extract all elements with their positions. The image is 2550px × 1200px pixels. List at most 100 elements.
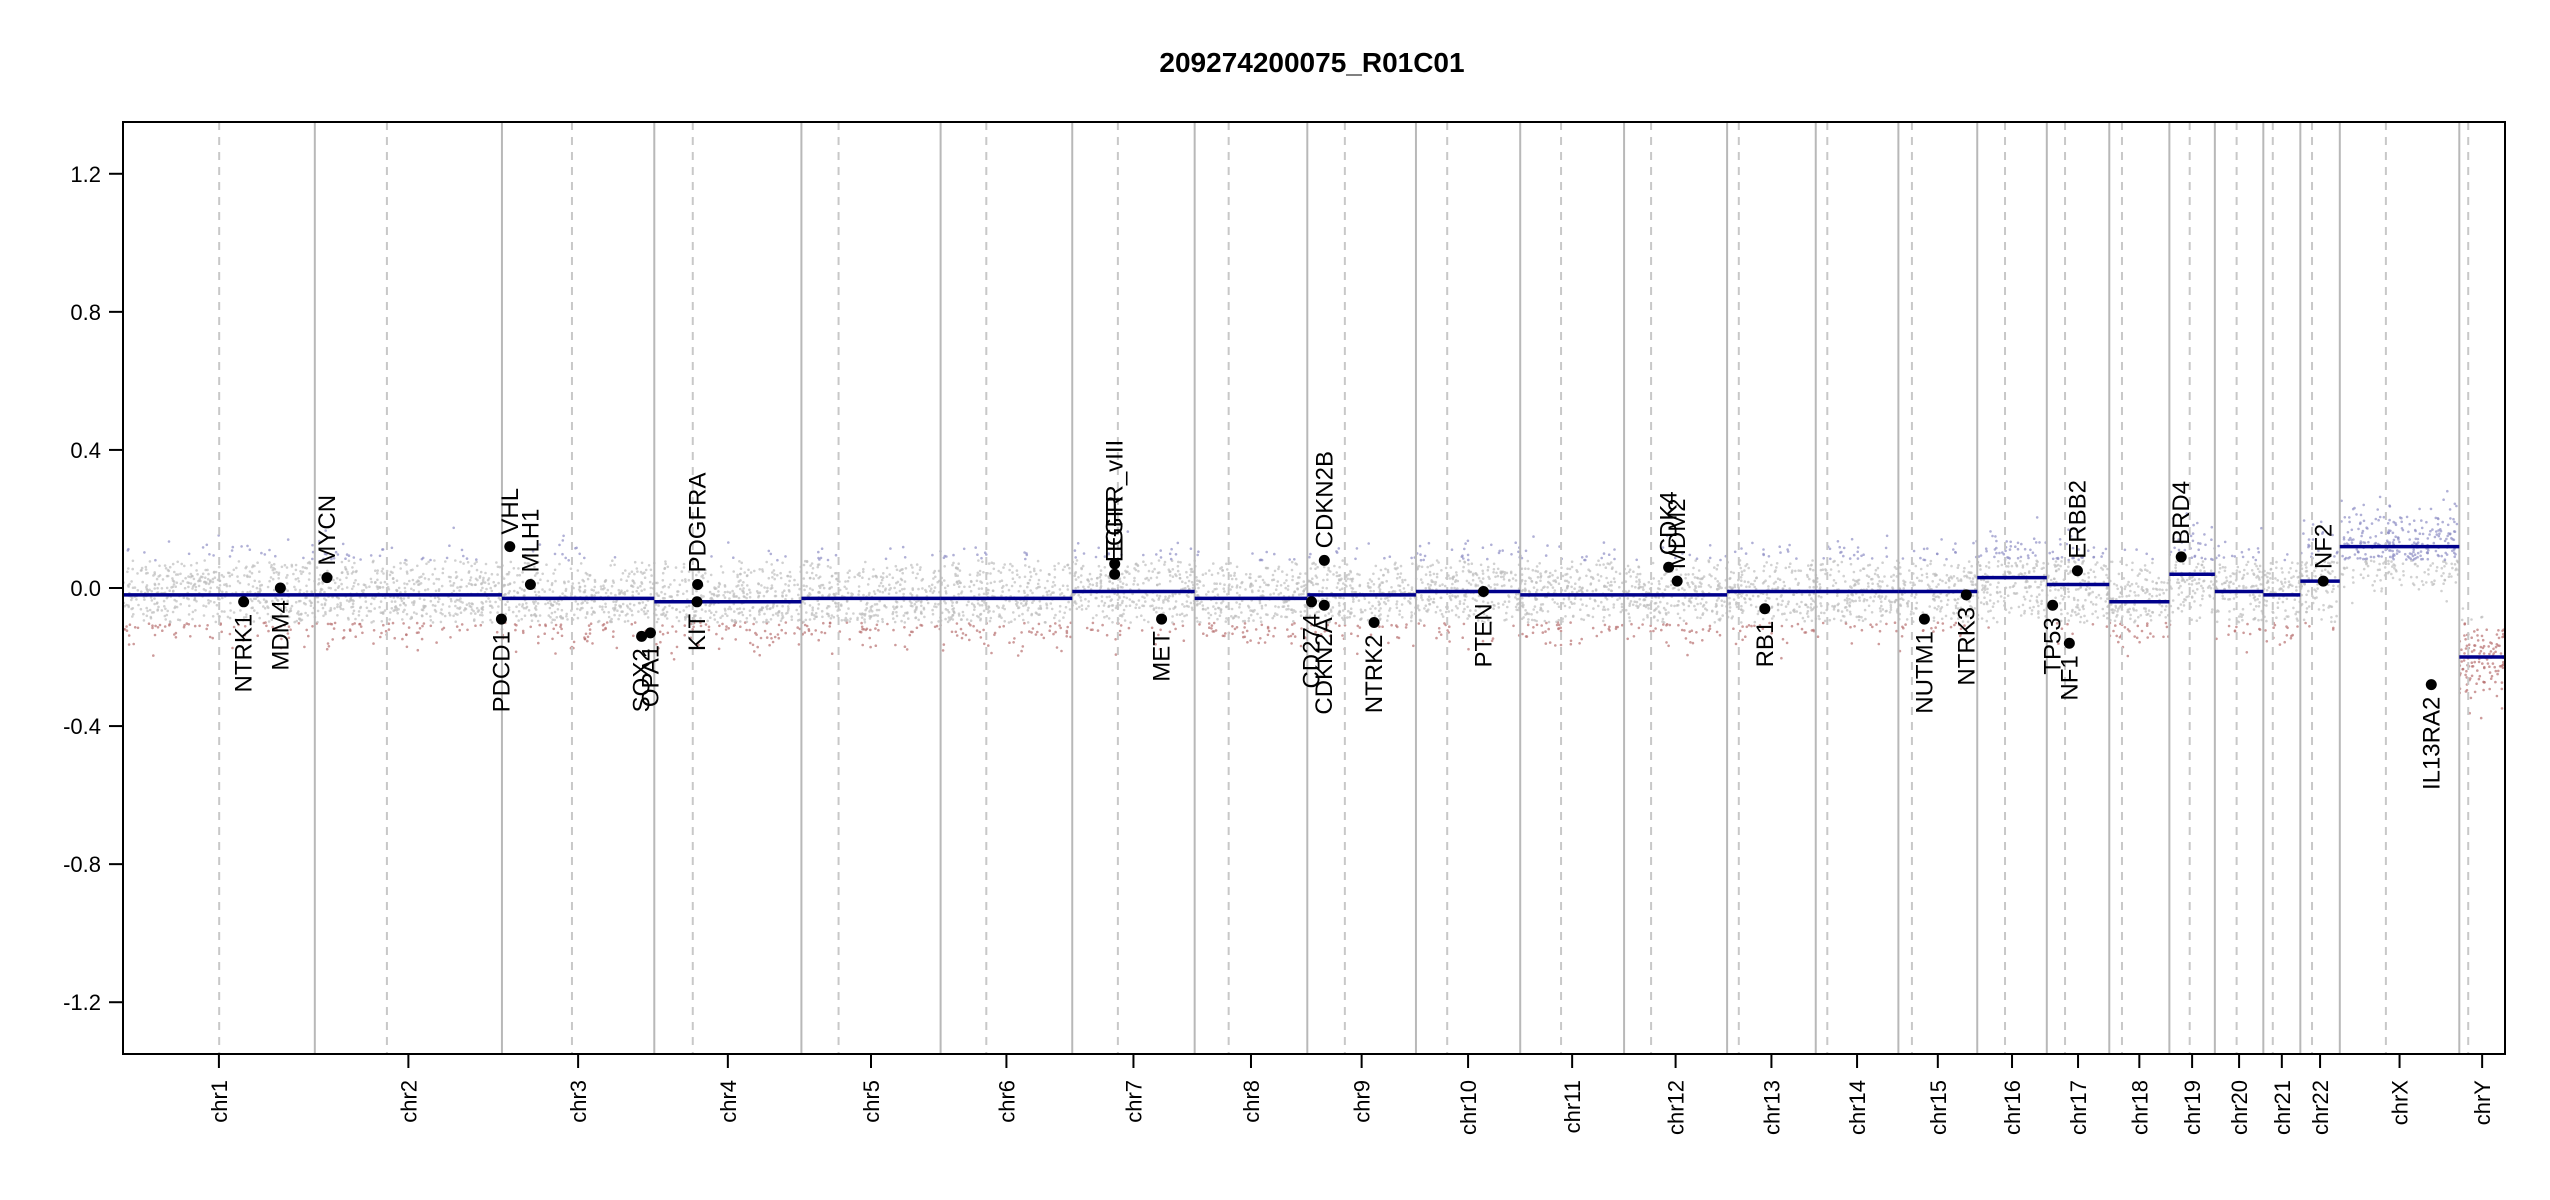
chromosome-label-chr4: chr4 xyxy=(716,1080,741,1123)
gene-point-MDM4 xyxy=(274,582,286,594)
chromosome-label-chr19: chr19 xyxy=(2180,1080,2205,1135)
gene-label-MYCN: MYCN xyxy=(314,495,341,566)
gene-label-CDK4: CDK4 xyxy=(1656,491,1683,555)
gene-point-MLH1 xyxy=(524,579,536,591)
gene-label-BRD4: BRD4 xyxy=(2168,481,2195,545)
probe-cloud-chrX xyxy=(2340,489,2460,605)
gene-point-MET xyxy=(1156,613,1168,625)
chromosome-label-chr6: chr6 xyxy=(994,1080,1019,1123)
y-tick-label: -0.8 xyxy=(63,852,101,877)
gene-point-NTRK2 xyxy=(1368,617,1380,629)
gene-point-KIT xyxy=(691,596,703,608)
gene-label-CD274: CD274 xyxy=(1299,614,1326,689)
chromosome-label-chr20: chr20 xyxy=(2227,1080,2252,1135)
chromosome-label-chr2: chr2 xyxy=(396,1080,421,1123)
chromosome-label-chr18: chr18 xyxy=(2127,1080,2152,1135)
gene-point-NF1 xyxy=(2063,637,2075,649)
chromosome-label-chr5: chr5 xyxy=(859,1080,884,1123)
gene-label-EGFR: EGFR xyxy=(1102,496,1129,563)
chromosome-label-chr17: chr17 xyxy=(2066,1080,2091,1135)
chromosome-label-chr8: chr8 xyxy=(1239,1080,1264,1123)
gene-point-MYCN xyxy=(321,572,333,584)
gene-label-TP53: TP53 xyxy=(2040,617,2067,674)
probe-cloud-chr6 xyxy=(939,546,1074,657)
probe-cloud-chr14 xyxy=(1814,534,1900,646)
chart-title: 209274200075_R01C01 xyxy=(1159,47,1464,78)
gene-label-RB1: RB1 xyxy=(1752,621,1779,668)
gene-point-OPA1 xyxy=(644,627,656,639)
gene-point-CD274 xyxy=(1306,596,1318,608)
y-axis: -1.2 -0.8 -0.4 0.0 0.4 0.8 1.2 xyxy=(63,162,123,1015)
gene-point-EGFR_vIII xyxy=(1109,558,1121,570)
gene-point-NUTM1 xyxy=(1918,613,1930,625)
gene-label-EGFR_vIII: EGFR_vIII xyxy=(1102,440,1129,552)
gene-label-IL13RA2: IL13RA2 xyxy=(2418,697,2445,790)
x-axis: chr1 chr2 chr3 chr4 chr5 chr6 chr7 chr8 chr9 chr1… xyxy=(207,1054,2495,1135)
probe-cloud-chrY xyxy=(2458,607,2505,720)
gene-label-NUTM1: NUTM1 xyxy=(1911,631,1938,714)
probe-cloud-chr3 xyxy=(500,534,656,655)
gene-label-SOX2: SOX2 xyxy=(629,648,656,712)
gene-point-NTRK3 xyxy=(1960,589,1972,601)
probe-cloud-chr13 xyxy=(1726,541,1817,660)
chromosome-label-chr15: chr15 xyxy=(1926,1080,1951,1135)
gene-point-VHL xyxy=(504,541,516,553)
gene-label-MDM4: MDM4 xyxy=(267,600,294,671)
y-tick-label: 0.4 xyxy=(70,438,101,463)
probe-cloud-chr16 xyxy=(1976,516,2048,629)
y-tick-label: 1.2 xyxy=(70,162,101,187)
gene-label-CDKN2B: CDKN2B xyxy=(1311,451,1338,548)
gene-point-NF2 xyxy=(2317,575,2329,587)
chromosome-label-chr13: chr13 xyxy=(1759,1080,1784,1135)
gene-label-ERBB2: ERBB2 xyxy=(2064,480,2091,559)
gene-label-MDM2: MDM2 xyxy=(1664,498,1691,569)
gene-point-EGFR xyxy=(1109,568,1121,580)
gene-point-SOX2 xyxy=(636,630,648,642)
chromosome-label-chr16: chr16 xyxy=(2000,1080,2025,1135)
gene-label-PDGFRA: PDGFRA xyxy=(685,473,712,573)
gene-point-CDKN2B xyxy=(1318,554,1330,566)
chromosome-lines xyxy=(218,122,2470,1054)
probe-cloud-chr21 xyxy=(2262,553,2302,646)
chromosome-label-chrY: chrY xyxy=(2470,1080,2495,1126)
probe-cloud-chr2 xyxy=(313,526,502,652)
probe-cloud-chr10 xyxy=(1414,539,1522,651)
chromosome-label-chr10: chr10 xyxy=(1456,1080,1481,1135)
gene-label-OPA1: OPA1 xyxy=(637,645,664,707)
gene-label-NF1: NF1 xyxy=(2056,655,2083,700)
gene-point-MDM2 xyxy=(1671,575,1683,587)
gene-label-PDCD1: PDCD1 xyxy=(488,631,515,712)
chromosome-label-chr14: chr14 xyxy=(1845,1080,1870,1135)
probe-cloud-chr8 xyxy=(1193,550,1308,648)
chromosome-label-chr21: chr21 xyxy=(2270,1080,2295,1135)
gene-label-VHL: VHL xyxy=(497,488,524,535)
gene-point-PDGFRA xyxy=(692,579,704,591)
chromosome-label-chr9: chr9 xyxy=(1350,1080,1375,1123)
gene-point-IL13RA2 xyxy=(2425,679,2437,691)
gene-label-NTRK2: NTRK2 xyxy=(1361,635,1388,714)
chromosome-label-chr7: chr7 xyxy=(1121,1080,1146,1123)
gene-point-ERBB2 xyxy=(2071,565,2083,577)
gene-label-PTEN: PTEN xyxy=(1470,603,1497,667)
gene-point-CDKN2A xyxy=(1318,599,1330,611)
gene-point-NTRK1 xyxy=(238,596,250,608)
gene-label-NTRK3: NTRK3 xyxy=(1953,607,1980,686)
gene-point-PTEN xyxy=(1477,585,1489,597)
probe-cloud-chr5 xyxy=(800,545,942,655)
chromosome-label-chr22: chr22 xyxy=(2308,1080,2333,1135)
chromosome-label-chrX: chrX xyxy=(2388,1080,2413,1126)
y-tick-label: 0.8 xyxy=(70,300,101,325)
gene-point-CDK4 xyxy=(1663,561,1675,573)
y-tick-label: 0.0 xyxy=(70,576,101,601)
y-tick-label: -1.2 xyxy=(63,990,101,1015)
gene-point-RB1 xyxy=(1759,603,1771,615)
probe-cloud-chr9 xyxy=(1306,542,1417,656)
gene-label-NTRK1: NTRK1 xyxy=(231,614,258,693)
gene-point-PDCD1 xyxy=(495,613,507,625)
gene-label-CDKN2A: CDKN2A xyxy=(1311,617,1338,714)
gene-label-MET: MET xyxy=(1149,631,1176,682)
probe-cloud-chr11 xyxy=(1519,535,1626,647)
chromosome-label-chr3: chr3 xyxy=(566,1080,591,1123)
